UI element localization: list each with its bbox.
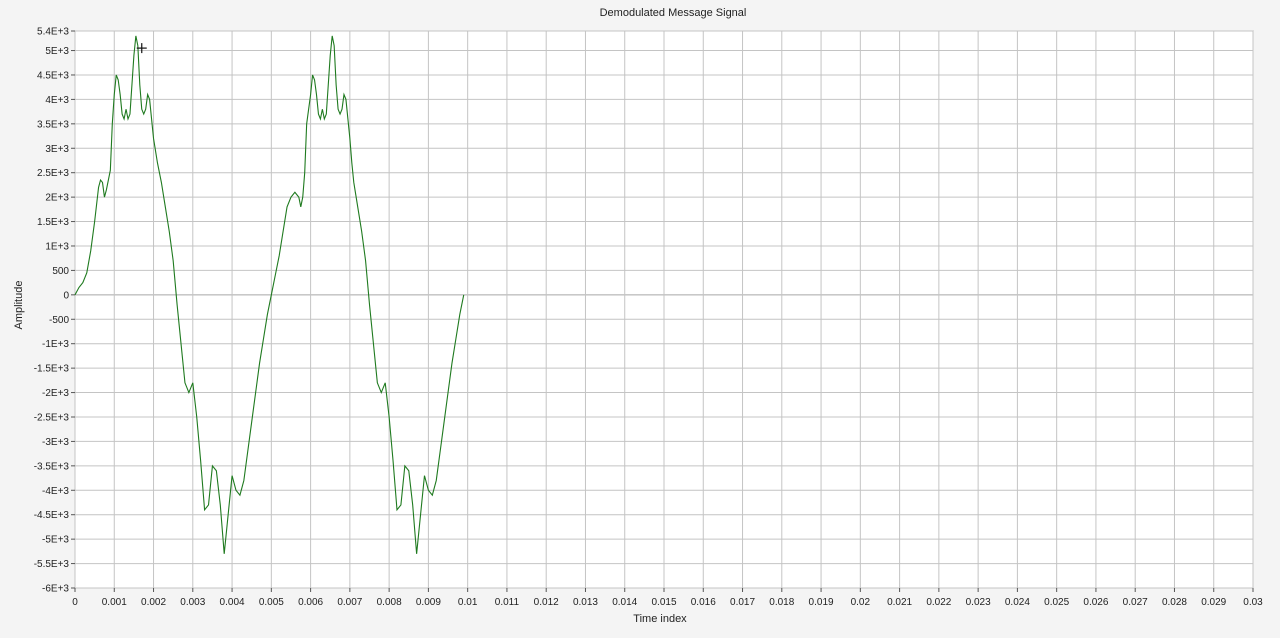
y-tick-label: 500	[52, 266, 69, 277]
x-tick-label: 0.017	[730, 597, 755, 608]
x-tick-label: 0.006	[298, 597, 323, 608]
y-tick-label: -500	[49, 315, 69, 326]
y-tick-label: -5E+3	[42, 535, 69, 546]
x-tick-label: 0.021	[887, 597, 912, 608]
x-tick-label: 0.005	[259, 597, 284, 608]
x-tick-label: 0.009	[416, 597, 441, 608]
x-tick-label: 0.029	[1201, 597, 1226, 608]
y-tick-label: 1.5E+3	[37, 217, 69, 228]
x-tick-label: 0.028	[1162, 597, 1187, 608]
x-tick-label: 0.023	[966, 597, 991, 608]
y-tick-labels: 5.4E+3 5E+3 4.5E+3 4E+3 3.5E+3 3E+3 2.5E+3 2E+3…	[34, 27, 75, 595]
x-tick-label: 0.01	[458, 597, 478, 608]
y-tick-label: 3E+3	[45, 144, 69, 155]
y-tick-label: 0	[63, 290, 69, 301]
x-axis-title: Time index	[633, 613, 687, 625]
y-tick-label: 5E+3	[45, 46, 69, 57]
x-tick-label: 0.024	[1005, 597, 1030, 608]
y-tick-label: 2E+3	[45, 193, 69, 204]
y-tick-label: -1E+3	[42, 339, 69, 350]
x-tick-label: 0.03	[1243, 597, 1263, 608]
y-tick-label: 5.4E+3	[37, 27, 69, 38]
x-tick-label: 0.003	[180, 597, 205, 608]
y-tick-label: -4.5E+3	[34, 510, 70, 521]
x-tick-labels: 0 0.001 0.002 0.003 0.004 0.005 0.006 0.007 0.00…	[72, 588, 1263, 608]
y-tick-label: -4E+3	[42, 486, 69, 497]
x-tick-label: 0.001	[102, 597, 127, 608]
x-tick-label: 0.015	[651, 597, 676, 608]
y-tick-label: 3.5E+3	[37, 119, 69, 130]
y-tick-label: -2.5E+3	[34, 412, 70, 423]
y-tick-label: -3.5E+3	[34, 461, 70, 472]
y-tick-label: -2E+3	[42, 388, 69, 399]
x-tick-label: 0.012	[534, 597, 559, 608]
y-tick-label: -5.5E+3	[34, 559, 70, 570]
x-tick-label: 0.02	[851, 597, 871, 608]
y-tick-label: -3E+3	[42, 437, 69, 448]
x-tick-label: 0.022	[926, 597, 951, 608]
x-tick-label: 0.007	[337, 597, 362, 608]
x-tick-label: 0.002	[141, 597, 166, 608]
x-tick-label: 0.025	[1044, 597, 1069, 608]
y-tick-label: 1E+3	[45, 241, 69, 252]
x-tick-label: 0.011	[495, 597, 520, 608]
y-tick-label: 4E+3	[45, 95, 69, 106]
x-tick-label: 0.013	[573, 597, 598, 608]
y-tick-label: -1.5E+3	[34, 364, 70, 375]
x-tick-label: 0.019	[809, 597, 834, 608]
x-tick-label: 0.026	[1083, 597, 1108, 608]
y-tick-label: 2.5E+3	[37, 168, 69, 179]
x-tick-label: 0	[72, 597, 78, 608]
x-tick-label: 0.014	[612, 597, 637, 608]
x-tick-label: 0.018	[769, 597, 794, 608]
x-tick-label: 0.008	[377, 597, 402, 608]
y-tick-label: -6E+3	[42, 584, 69, 595]
x-tick-label: 0.004	[220, 597, 245, 608]
y-tick-label: 4.5E+3	[37, 70, 69, 81]
y-axis-title: Amplitude	[13, 281, 25, 330]
x-tick-label: 0.027	[1123, 597, 1148, 608]
chart-title: Demodulated Message Signal	[600, 7, 747, 19]
x-tick-label: 0.016	[691, 597, 716, 608]
